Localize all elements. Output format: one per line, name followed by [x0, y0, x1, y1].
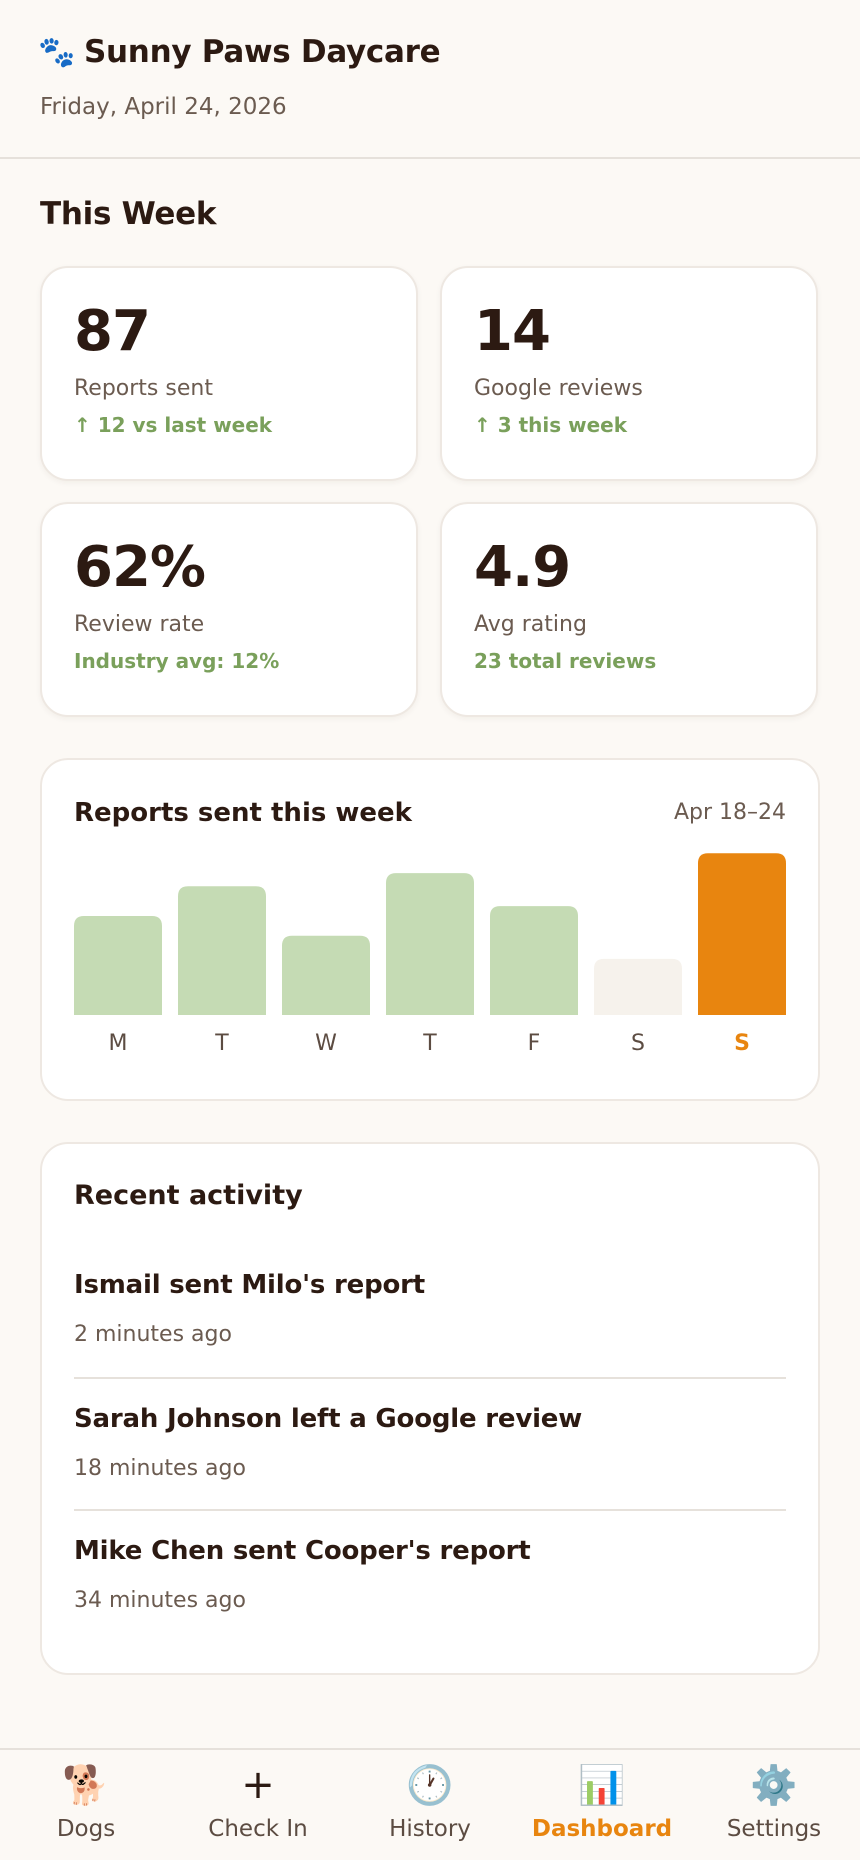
chart-bar-3: [386, 873, 474, 1015]
nav-item-dogs[interactable]: 🐕 Dogs: [0, 1750, 172, 1860]
chart-day-label-6: S: [734, 1031, 750, 1056]
chart-day-label-3: T: [422, 1031, 437, 1056]
activity-time: 18 minutes ago: [74, 1456, 246, 1481]
stat-label: Google reviews: [474, 376, 643, 401]
chart-bar-1: [178, 886, 266, 1015]
chart-day-label-2: W: [315, 1031, 337, 1056]
nav-label: Check In: [208, 1816, 308, 1842]
activity-text: Sarah Johnson left a Google review: [74, 1404, 583, 1434]
divider: [74, 1377, 786, 1379]
chart-bar-5: [594, 958, 682, 1015]
nav-item-settings[interactable]: ⚙️ Settings: [688, 1750, 860, 1860]
stat-trend: Industry avg: 12%: [74, 649, 280, 673]
chart-bar-2: [282, 935, 370, 1015]
section-title: This Week: [40, 196, 217, 232]
dog-icon: 🐕: [62, 1763, 110, 1807]
plus-icon: +: [241, 1762, 275, 1808]
activity-heading: Recent activity: [74, 1180, 303, 1211]
nav-item-dashboard[interactable]: 📊 Dashboard: [516, 1750, 688, 1860]
clock-icon: 🕐: [406, 1763, 454, 1807]
app-title: Sunny Paws Daycare: [84, 34, 441, 70]
chart-date-range: Apr 18–24: [673, 800, 786, 825]
chart-day-label-4: F: [528, 1031, 541, 1056]
chart-day-label-1: T: [214, 1031, 229, 1056]
bar-chart-icon: 📊: [578, 1763, 626, 1807]
gear-icon: ⚙️: [750, 1763, 798, 1807]
chart-bar-6: [698, 853, 786, 1015]
stat-card-reports-sent[interactable]: 87 Reports sent ↑ 12 vs last week: [40, 266, 418, 481]
nav-item-check-in[interactable]: + Check In: [172, 1750, 344, 1860]
stat-value: 87: [74, 299, 151, 364]
title-row: 🐾 Sunny Paws Daycare: [38, 34, 441, 70]
current-date: Friday, April 24, 2026: [40, 94, 287, 120]
stat-label: Avg rating: [474, 612, 587, 637]
bottom-nav: 🐕 Dogs + Check In 🕐 History 📊 Dashboard …: [0, 1748, 860, 1860]
chart-title: Reports sent this week: [74, 798, 412, 828]
stat-trend: ↑ 3 this week: [474, 413, 628, 437]
activity-item[interactable]: Ismail sent Milo's report 2 minutes ago: [74, 1270, 786, 1347]
nav-label: Dashboard: [531, 1816, 673, 1842]
stat-label: Reports sent: [74, 376, 213, 401]
app-header: 🐾 Sunny Paws Daycare Friday, April 24, 2…: [0, 0, 860, 159]
nav-label: Dogs: [56, 1816, 116, 1842]
nav-label: History: [389, 1816, 471, 1842]
stat-card-google-reviews[interactable]: 14 Google reviews ↑ 3 this week: [440, 266, 818, 481]
stat-value: 4.9: [474, 535, 571, 600]
chart-bar-0: [74, 916, 162, 1015]
recent-activity-card: Recent activity Ismail sent Milo's repor…: [40, 1142, 820, 1675]
stat-card-avg-rating[interactable]: 4.9 Avg rating 23 total reviews: [440, 502, 818, 717]
nav-label: Settings: [726, 1816, 822, 1842]
activity-time: 2 minutes ago: [74, 1322, 232, 1347]
divider: [74, 1509, 786, 1511]
activity-item[interactable]: Sarah Johnson left a Google review 18 mi…: [74, 1404, 786, 1481]
chart-bar-4: [490, 906, 578, 1015]
stat-value: 62%: [74, 535, 206, 600]
stat-trend: 23 total reviews: [474, 649, 657, 673]
activity-text: Mike Chen sent Cooper's report: [74, 1536, 531, 1566]
activity-item[interactable]: Mike Chen sent Cooper's report 34 minute…: [74, 1536, 786, 1613]
activity-time: 34 minutes ago: [74, 1588, 246, 1613]
weekly-reports-chart-card: M T W T F S S Reports sent this week Apr 18–24: [40, 758, 820, 1101]
stat-value: 14: [474, 299, 551, 364]
stat-card-review-rate[interactable]: 62% Review rate Industry avg: 12%: [40, 502, 418, 717]
stat-trend: ↑ 12 vs last week: [74, 413, 273, 437]
nav-item-history[interactable]: 🕐 History: [344, 1750, 516, 1860]
chart-day-label-0: M: [109, 1031, 128, 1056]
activity-text: Ismail sent Milo's report: [74, 1270, 425, 1300]
chart-day-label-5: S: [631, 1031, 645, 1056]
stat-label: Review rate: [74, 612, 205, 637]
paw-icon: 🐾: [38, 34, 76, 70]
